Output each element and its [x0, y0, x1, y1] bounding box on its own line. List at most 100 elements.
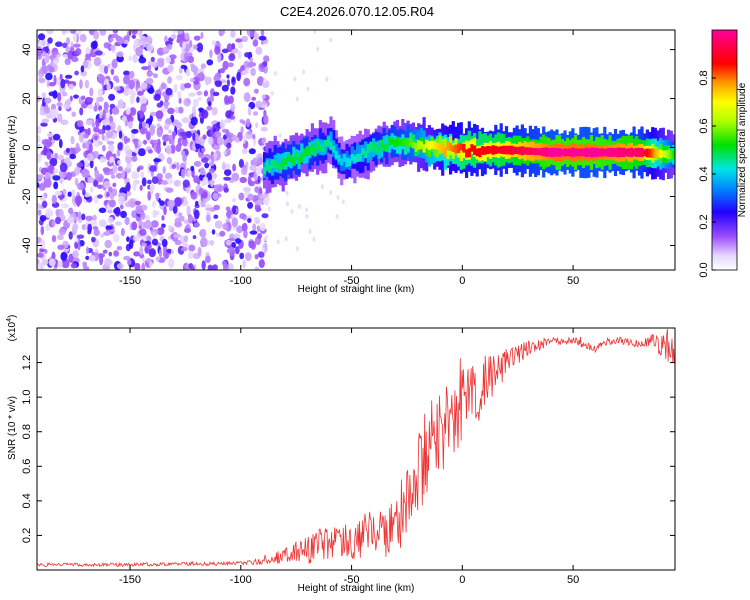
signal-cell: [520, 146, 524, 156]
noise-cell: [231, 77, 236, 83]
noise-cell: [211, 40, 217, 46]
signal-cell: [417, 140, 421, 150]
noise-cell: [76, 120, 84, 128]
noise-cell: [247, 61, 254, 68]
noise-cell: [163, 206, 167, 216]
signal-cell: [669, 150, 673, 159]
noise-cell: [51, 251, 56, 261]
noise-cell: [74, 70, 79, 76]
noise-cell: [267, 196, 270, 202]
signal-cell: [366, 145, 370, 163]
signal-cell: [459, 143, 463, 151]
snr-panel: -150 -100 -50 0 50 0.2 0.4 0.6 0.8 1.0 1.2 Height…: [6, 315, 676, 594]
noise-cell: [81, 168, 87, 178]
noise-cell: [276, 239, 280, 245]
noise-cell: [113, 86, 121, 91]
noise-cell: [174, 106, 179, 114]
noise-cell: [85, 215, 93, 222]
signal-cell: [356, 143, 360, 162]
noise-cell: [133, 39, 140, 46]
noise-cell: [62, 42, 68, 49]
noise-cell: [132, 181, 137, 191]
noise-cell: [110, 44, 116, 51]
noise-cell: [89, 87, 94, 97]
colorbar-tick-label: 0.8: [698, 70, 710, 85]
noise-cell: [63, 157, 71, 165]
noise-cell: [97, 194, 103, 199]
signal-cell: [300, 143, 304, 162]
noise-cell: [94, 135, 98, 141]
signal-cell: [645, 148, 649, 158]
noise-cell: [92, 214, 97, 221]
colorbar-tick-label: 0.4: [698, 166, 710, 181]
noise-cell: [43, 145, 48, 156]
noise-cell: [109, 156, 115, 163]
noise-cell: [185, 131, 192, 139]
noise-cell: [40, 225, 45, 236]
noise-cell: [67, 191, 72, 197]
noise-cell: [170, 233, 174, 240]
signal-cell: [589, 147, 594, 158]
noise-cell: [37, 153, 42, 164]
noise-cell: [99, 158, 106, 163]
signal-cell: [653, 148, 657, 158]
noise-cell: [77, 30, 82, 37]
noise-cell: [82, 142, 86, 149]
noise-cell: [98, 207, 107, 214]
noise-cell: [58, 228, 67, 236]
noise-cell: [233, 233, 241, 240]
noise-cell: [217, 53, 222, 63]
signal-cell: [555, 148, 559, 157]
noise-cell: [249, 164, 257, 171]
noise-cell: [217, 184, 224, 192]
signal-cell: [523, 147, 527, 155]
noise-cell: [52, 59, 60, 65]
signal-cell: [643, 149, 647, 156]
noise-cell: [138, 220, 143, 227]
signal-cell: [276, 163, 280, 170]
noise-cell: [224, 163, 231, 170]
signal-cell: [409, 137, 413, 146]
noise-cell: [308, 229, 312, 235]
noise-cell: [131, 30, 138, 35]
signal-cell: [427, 141, 431, 150]
noise-cell: [95, 118, 100, 128]
noise-cell: [181, 247, 188, 252]
noise-cell: [193, 160, 202, 167]
noise-cell: [102, 109, 106, 120]
noise-cell: [235, 238, 242, 244]
signal-cell: [350, 153, 354, 161]
noise-cell: [68, 231, 73, 240]
noise-cell: [52, 175, 61, 181]
noise-cell: [167, 76, 173, 84]
noise-cell: [56, 102, 63, 107]
noise-cell: [325, 76, 329, 82]
signal-cell: [449, 142, 453, 151]
noise-cell: [255, 100, 262, 108]
signal-cell: [329, 141, 333, 150]
noise-cell: [74, 178, 79, 186]
noise-cell: [221, 84, 229, 92]
y-tick-label: 0: [21, 144, 33, 150]
signal-cell: [369, 142, 373, 152]
noise-cell: [260, 63, 264, 69]
signal-cell: [526, 147, 530, 155]
noise-cell: [218, 30, 226, 35]
noise-cell: [80, 65, 85, 73]
noise-cell: [255, 167, 262, 175]
snr-x-ticks: -150 -100 -50 0 50: [119, 328, 579, 586]
noise-cell: [247, 218, 252, 223]
noise-cell: [128, 239, 134, 249]
signal-cell: [419, 141, 423, 149]
noise-cell: [147, 179, 152, 185]
noise-cell: [72, 33, 78, 42]
noise-cell: [258, 35, 267, 41]
noise-cell: [154, 93, 161, 101]
noise-cell: [135, 46, 143, 57]
noise-cell: [224, 118, 232, 124]
signal-cell: [459, 146, 463, 161]
noise-cell: [139, 246, 144, 256]
noise-cell: [223, 176, 232, 181]
noise-cell: [182, 41, 187, 50]
noise-cell: [257, 233, 263, 239]
